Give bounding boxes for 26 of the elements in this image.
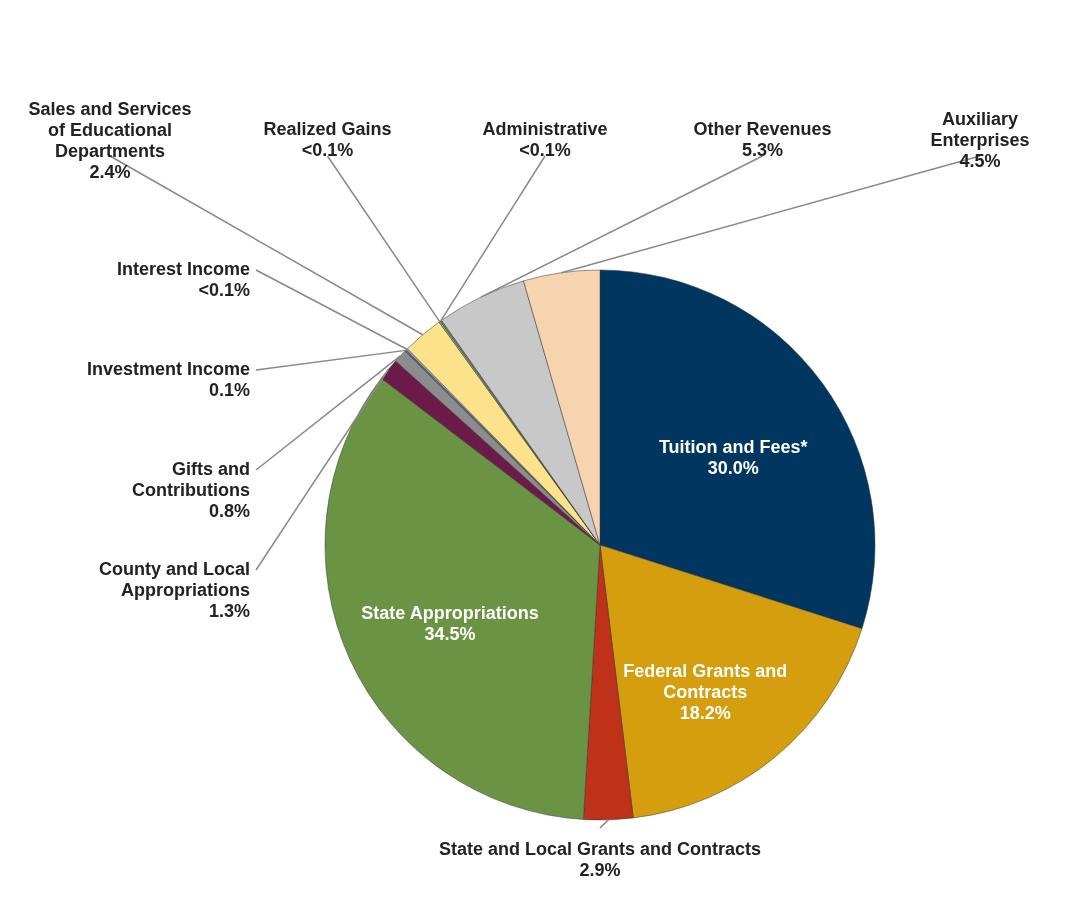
data-label: 5.3% — [741, 140, 784, 160]
data-label: 0.1% — [208, 380, 250, 400]
slice-label: County and Local Appropriations — [98, 559, 250, 600]
data-label: <0.1% — [519, 140, 571, 160]
data-label: 18.2% — [679, 703, 731, 724]
data-label: 34.5% — [424, 623, 476, 644]
slice-label: Investment Income — [86, 359, 250, 379]
data-label: 2.9% — [579, 860, 621, 880]
data-label: 2.4% — [89, 162, 131, 182]
slice-label: Other Revenues — [693, 119, 832, 139]
slice-label: Administrative — [482, 119, 608, 139]
data-label: <0.1% — [198, 280, 250, 300]
slice-label: Auxiliary Enterprises — [930, 109, 1030, 150]
slice-label: Federal Grants and Contracts — [623, 661, 788, 703]
data-label: 30.0% — [707, 457, 759, 478]
slice-label: Interest Income — [116, 259, 250, 279]
data-label: <0.1% — [301, 140, 354, 160]
slice-label: Sales and Services of Educational Departments — [28, 99, 192, 161]
data-label: 0.8% — [208, 501, 250, 521]
data-label: 1.3% — [208, 601, 250, 621]
slice-label: Tuition and Fees* — [658, 436, 808, 457]
slice-label: Realized Gains — [263, 119, 392, 139]
slice-label: State Appropriations — [361, 602, 539, 623]
slice-label: State and Local Grants and Contracts — [438, 839, 762, 859]
slice-label: Gifts and Contributions — [132, 459, 250, 500]
data-label: 4.5% — [959, 151, 1001, 171]
